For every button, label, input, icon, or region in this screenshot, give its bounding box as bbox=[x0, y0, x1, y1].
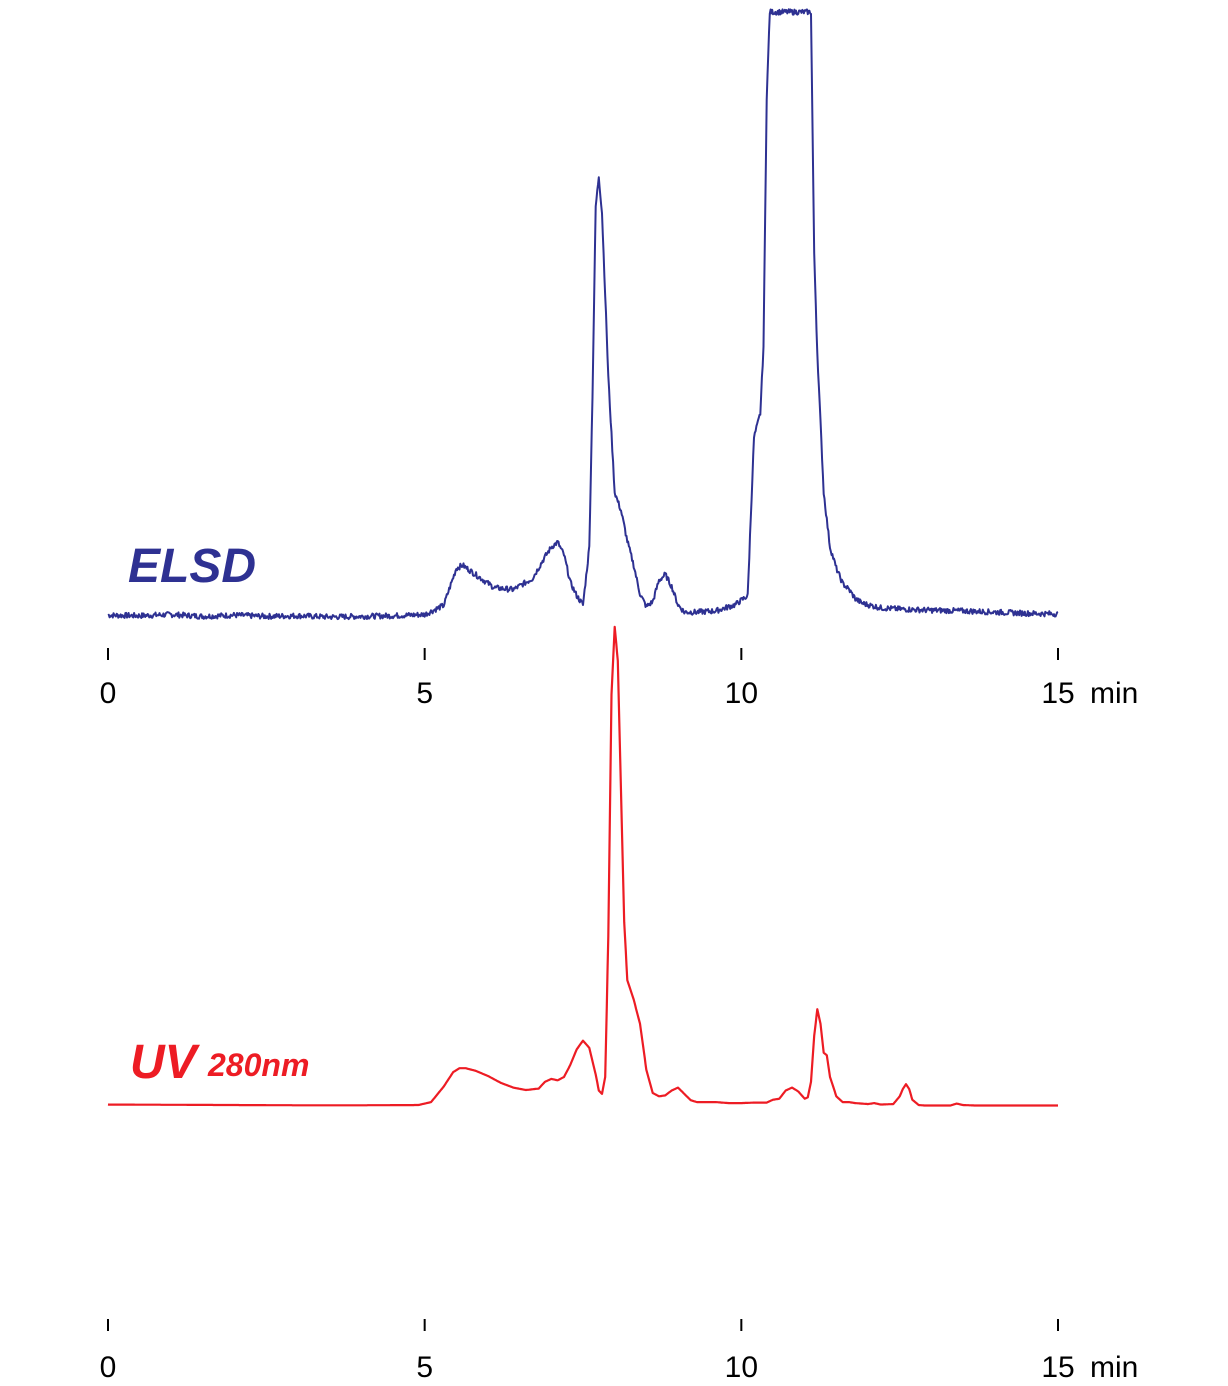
x-tick-label: 15 bbox=[1041, 1351, 1074, 1384]
x-tick-label: 10 bbox=[725, 1351, 758, 1384]
x-tick-label: 5 bbox=[416, 677, 433, 710]
series-line-elsd bbox=[107, 8, 1059, 621]
x-tick-label: 10 bbox=[725, 677, 758, 710]
x-tick-label: 15 bbox=[1041, 677, 1074, 710]
series-label-uv: UV bbox=[130, 1036, 201, 1089]
x-tick-label: 0 bbox=[100, 1351, 117, 1384]
x-axis-unit: min bbox=[1090, 1351, 1138, 1384]
series-label-elsd: ELSD bbox=[128, 540, 256, 593]
x-tick-label: 0 bbox=[100, 677, 117, 710]
chart-panel-2: UV 280nm 0 5 10 15 min bbox=[100, 625, 1138, 1384]
series-line-uv bbox=[107, 625, 1059, 1107]
x-axis-unit: min bbox=[1090, 677, 1138, 710]
chart-panel-1: ELSD 0 5 10 15 min bbox=[100, 8, 1138, 710]
x-tick-label: 5 bbox=[416, 1351, 433, 1384]
series-label-sub: 280nm bbox=[207, 1047, 309, 1083]
